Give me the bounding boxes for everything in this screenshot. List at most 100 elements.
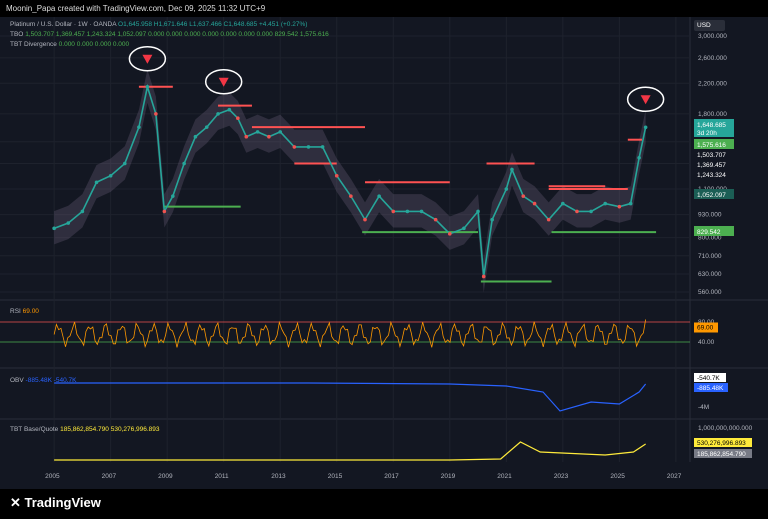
price-point: [278, 130, 283, 134]
price-point: [244, 134, 249, 139]
price-point: [575, 209, 579, 214]
price-tag-label: 829.542: [697, 229, 721, 236]
tbo-cloud: [54, 69, 646, 293]
price-tag-label: 1,243.324: [697, 172, 726, 179]
price-point: [122, 161, 127, 166]
ohlc-values: O1,645.958 H1,671.646 L1,637.466 C1,648.…: [118, 21, 308, 28]
legend-tbo-line: TBO 1,503.707 1,369.457 1,243.324 1,052.…: [10, 31, 329, 38]
time-tick-label: 2027: [667, 473, 682, 480]
price-point: [603, 201, 608, 206]
price-point: [306, 145, 311, 149]
price-point: [137, 125, 141, 129]
price-point: [80, 209, 85, 214]
symbol-title[interactable]: Platinum / U.S. Dollar · 1W · OANDA: [10, 21, 117, 28]
price-point: [363, 217, 367, 222]
rsi-legend: RSI 69.00: [10, 308, 39, 315]
price-point: [320, 145, 325, 149]
time-tick-label: 2013: [271, 473, 286, 480]
price-tick-label: 800.000: [698, 235, 722, 242]
price-tag-label: 1,503.707: [697, 152, 726, 159]
tbt-tag-label: 530,276,996.893: [697, 440, 746, 447]
price-point: [292, 145, 297, 149]
tbt-tag: [694, 438, 752, 447]
highlight-ellipse: [626, 86, 665, 113]
price-tag-label: 1,648.685: [697, 122, 726, 129]
obv-tag-label: -885.48K: [697, 385, 724, 392]
time-tick-label: 2007: [102, 473, 117, 480]
price-point: [216, 112, 220, 116]
logo-icon: ✕: [10, 495, 25, 510]
price-point: [171, 194, 175, 198]
header-caption: Moonin_Papa created with TradingView.com…: [0, 0, 768, 17]
price-point: [628, 201, 633, 206]
price-tag-label: 1,369.457: [697, 162, 726, 169]
price-point: [405, 209, 410, 214]
rsi-label[interactable]: RSI: [10, 308, 21, 315]
price-point: [182, 161, 186, 166]
price-point: [204, 125, 209, 129]
price-point: [377, 194, 381, 198]
price-point: [546, 217, 551, 222]
price-tag: [694, 149, 734, 159]
price-tag: [694, 159, 734, 169]
price-point: [433, 217, 438, 222]
time-tick-label: 2025: [610, 473, 625, 480]
tbt-tag-label: 185,862,854.790: [697, 451, 746, 458]
price-tag: [694, 169, 734, 179]
price-point: [267, 134, 271, 139]
time-tick-label: 2005: [45, 473, 60, 480]
price-tag: [694, 139, 734, 149]
tradingview-logo[interactable]: ✕ TradingView: [10, 495, 101, 511]
rsi-tag-label: 69.00: [697, 325, 714, 332]
price-point: [521, 194, 526, 198]
price-point: [462, 226, 466, 231]
time-tick-label: 2023: [554, 473, 569, 480]
legend-title-line: Platinum / U.S. Dollar · 1W · OANDA O1,6…: [10, 21, 307, 28]
price-tick-label: 3,000.000: [698, 33, 727, 40]
divergence-label[interactable]: TBT Divergence: [10, 41, 57, 48]
tbt-line[interactable]: [54, 441, 646, 461]
tbo-label[interactable]: TBO: [10, 31, 24, 38]
time-tick-label: 2017: [384, 473, 399, 480]
price-tick-label: 710.000: [698, 253, 722, 260]
price-point: [52, 226, 56, 231]
price-point: [162, 209, 167, 214]
price-point: [617, 204, 622, 209]
price-tag-label: 1,575.616: [697, 142, 726, 149]
price-tick-label: 560.000: [698, 289, 722, 296]
price-point: [490, 217, 494, 222]
price-point: [532, 201, 537, 206]
price-series-line[interactable]: [53, 83, 647, 277]
chart-background: [0, 17, 768, 489]
sell-signal-marker: [142, 54, 153, 64]
price-tick-label: 630.000: [698, 271, 722, 278]
price-point: [154, 112, 158, 116]
price-point: [504, 187, 509, 191]
tbt-legend: TBT Base/Quote 185,862,854.790 530,276,9…: [10, 426, 160, 433]
price-point: [108, 173, 113, 178]
tbo-values: 1,503.707 1,369.457 1,243.324 1,052.097 …: [25, 31, 329, 38]
rsi-value: 69.00: [22, 308, 39, 315]
price-point: [481, 274, 486, 279]
price-tick-label: 930.000: [698, 212, 722, 219]
obv-line[interactable]: [54, 382, 647, 412]
rsi-tag: [694, 322, 718, 333]
price-point: [255, 130, 260, 134]
price-tag: [694, 119, 734, 137]
price-point: [334, 173, 339, 178]
rsi-line[interactable]: [53, 319, 647, 349]
price-tag: [694, 189, 734, 199]
obv-label[interactable]: OBV: [10, 377, 24, 384]
tbt-label[interactable]: TBT Base/Quote: [10, 426, 59, 433]
price-tag-countdown: 3d 20h: [697, 130, 717, 137]
price-point: [227, 107, 232, 112]
price-point: [637, 155, 641, 160]
sell-signal-marker: [218, 77, 229, 87]
obv-values: -885.48K -540.7K: [25, 377, 77, 384]
legend-divergence-line: TBT Divergence 0.000 0.000 0.000 0.000: [10, 41, 129, 48]
sell-signal-marker: [640, 95, 651, 105]
currency-badge[interactable]: USD: [694, 20, 725, 31]
time-tick-label: 2009: [158, 473, 173, 480]
